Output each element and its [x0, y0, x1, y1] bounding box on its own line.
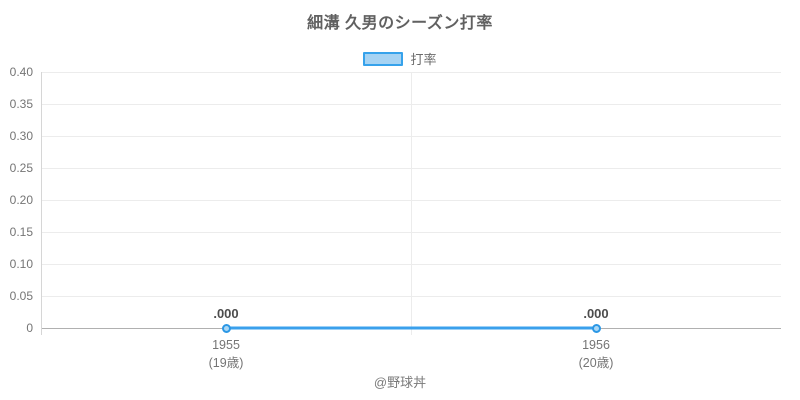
x-gridline: [410, 72, 412, 335]
y-tick-label: 0.15: [9, 225, 33, 239]
y-tick-label: 0.30: [9, 129, 33, 143]
x-tick-label: 1956 (20歳): [551, 336, 641, 372]
x-tick-age: (20歳): [578, 356, 614, 370]
x-tick-label: 1955 (19歳): [181, 336, 271, 372]
y-tick-label: 0.20: [9, 193, 33, 207]
plot-area: 0.40 0.35 0.30 0.25 0.20 0.15 0.10 0.05 0 .000 195…: [10, 65, 781, 370]
data-point-value-label: .000: [583, 306, 609, 321]
y-axis-line: [40, 72, 42, 335]
data-point-value-label: .000: [213, 306, 239, 321]
y-tick-label: 0: [26, 321, 33, 335]
y-tick-label: 0.40: [9, 65, 33, 79]
data-point[interactable]: [591, 323, 601, 333]
y-tick-label: 0.25: [9, 161, 33, 175]
data-point[interactable]: [221, 323, 231, 333]
y-tick-label: 0.35: [9, 97, 33, 111]
legend-swatch-icon: [363, 51, 404, 66]
x-tick-year: 1955: [212, 338, 240, 352]
y-tick-label: 0.10: [9, 257, 33, 271]
x-tick-age: (19歳): [208, 356, 244, 370]
footer-credit: @野球丼: [373, 375, 427, 390]
y-tick-label: 0.05: [9, 289, 33, 303]
series-line: [226, 326, 596, 330]
x-tick-year: 1956: [582, 338, 610, 352]
legend-item-average[interactable]: 打率: [0, 49, 800, 68]
chart-title: 細溝 久男のシーズン打率: [307, 15, 493, 32]
legend-label: 打率: [410, 52, 437, 67]
